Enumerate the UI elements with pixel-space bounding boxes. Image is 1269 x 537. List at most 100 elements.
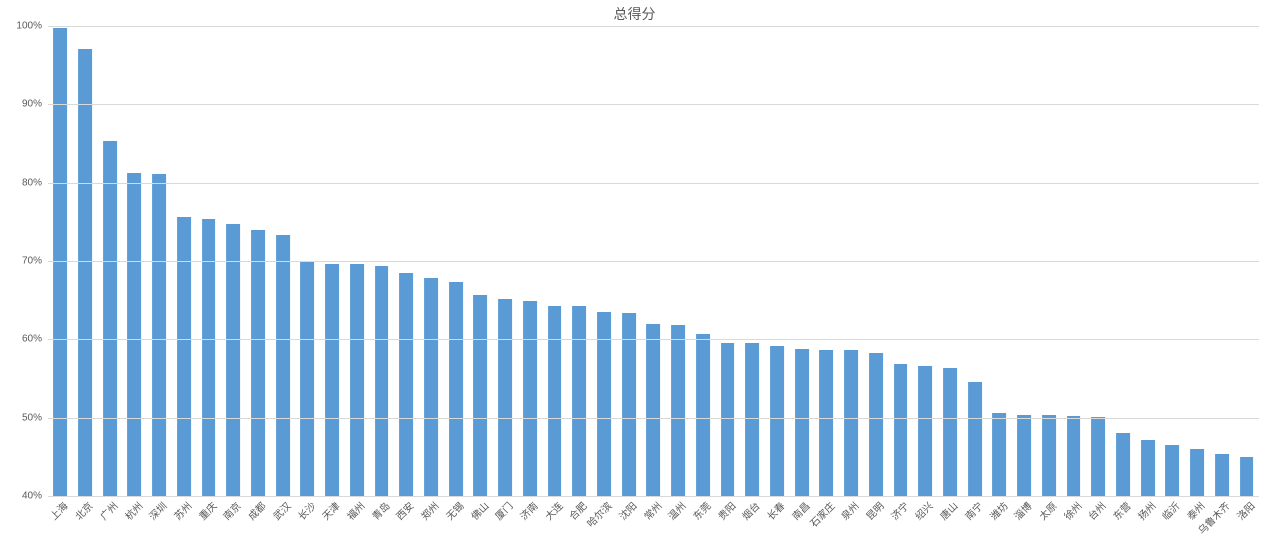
x-tick-label: 佛山 (466, 498, 491, 523)
bar (226, 224, 240, 496)
grid-line (48, 339, 1259, 340)
bar (474, 295, 488, 496)
x-tick-label: 南宁 (961, 498, 986, 523)
x-tick-label: 台州 (1084, 498, 1109, 523)
bar (1190, 449, 1204, 496)
grid-line (48, 104, 1259, 105)
bar (647, 324, 661, 496)
bar (128, 173, 142, 496)
bar (498, 299, 512, 496)
x-tick-label: 长春 (763, 498, 788, 523)
x-tick-label: 扬州 (1134, 498, 1159, 523)
x-tick-label: 常州 (639, 498, 664, 523)
bar-chart: 总得分 40%50%60%70%80%90%100% 上海北京广州杭州深圳苏州重… (0, 0, 1269, 532)
bar (350, 264, 364, 496)
x-tick-label: 沈阳 (615, 498, 640, 523)
chart-title: 总得分 (0, 4, 1269, 24)
x-tick-label: 唐山 (936, 498, 961, 523)
grid-line (48, 26, 1259, 27)
x-tick-label: 无锡 (442, 498, 467, 523)
x-tick-label: 昆明 (862, 498, 887, 523)
bar (251, 230, 265, 496)
x-tick-label: 长沙 (293, 498, 318, 523)
bar (795, 349, 809, 496)
x-tick-label: 哈尔滨 (583, 498, 615, 530)
x-tick-label: 石家庄 (805, 498, 837, 530)
x-tick-label: 潍坊 (985, 498, 1010, 523)
x-tick-label: 北京 (71, 498, 96, 523)
bar (177, 217, 191, 496)
bar (399, 273, 413, 496)
x-tick-label: 成都 (244, 498, 269, 523)
bar (375, 266, 389, 496)
bar (1141, 440, 1155, 496)
x-tick-label: 天津 (318, 498, 343, 523)
y-tick-label: 40% (22, 491, 42, 502)
y-tick-label: 90% (22, 99, 42, 110)
bar (844, 350, 858, 496)
x-tick-label: 西安 (392, 498, 417, 523)
bar (276, 235, 290, 496)
bar (869, 353, 883, 496)
x-tick-label: 太原 (1035, 498, 1060, 523)
x-tick-label: 南京 (219, 498, 244, 523)
bar (918, 366, 932, 496)
x-tick-label: 东莞 (689, 498, 714, 523)
x-tick-label: 厦门 (491, 498, 516, 523)
bar (671, 325, 685, 496)
x-tick-label: 济宁 (886, 498, 911, 523)
plot-area: 40%50%60%70%80%90%100% (48, 26, 1259, 496)
x-tick-label: 武汉 (269, 498, 294, 523)
bar (1017, 415, 1031, 496)
x-tick-label: 烟台 (738, 498, 763, 523)
bar (449, 282, 463, 496)
bar (1240, 457, 1254, 496)
x-tick-label: 苏州 (170, 498, 195, 523)
x-axis-labels: 上海北京广州杭州深圳苏州重庆南京成都武汉长沙天津福州青岛西安郑州无锡佛山厦门济南… (48, 496, 1259, 532)
bar (1166, 445, 1180, 496)
bar (696, 334, 710, 496)
x-tick-label: 大连 (540, 498, 565, 523)
bar (770, 346, 784, 496)
x-tick-label: 徐州 (1059, 498, 1084, 523)
x-tick-label: 深圳 (145, 498, 170, 523)
x-tick-label: 重庆 (194, 498, 219, 523)
bar (1215, 454, 1229, 496)
bar (301, 261, 315, 496)
bar (1091, 417, 1105, 496)
bar (820, 350, 834, 496)
bar (993, 413, 1007, 496)
x-tick-label: 临沂 (1158, 498, 1183, 523)
x-tick-label: 青岛 (367, 498, 392, 523)
bar (1042, 415, 1056, 496)
bar (745, 343, 759, 496)
x-tick-label: 泉州 (837, 498, 862, 523)
x-tick-label: 广州 (96, 498, 121, 523)
bar (1067, 416, 1081, 496)
bar (1116, 433, 1130, 496)
grid-line (48, 183, 1259, 184)
bar (572, 306, 586, 496)
bar (548, 306, 562, 496)
bar (325, 264, 339, 496)
y-tick-label: 50% (22, 412, 42, 423)
x-tick-label: 绍兴 (911, 498, 936, 523)
bar (103, 141, 117, 496)
x-tick-label: 上海 (46, 498, 71, 523)
x-tick-label: 淄博 (1010, 498, 1035, 523)
x-tick-label: 郑州 (417, 498, 442, 523)
x-tick-label: 温州 (664, 498, 689, 523)
x-tick-label: 贵阳 (713, 498, 738, 523)
bar (78, 49, 92, 496)
x-tick-label: 洛阳 (1232, 498, 1257, 523)
bar (968, 382, 982, 496)
y-tick-label: 70% (22, 256, 42, 267)
x-tick-label: 济南 (516, 498, 541, 523)
y-tick-label: 80% (22, 177, 42, 188)
bar (721, 343, 735, 496)
y-tick-label: 100% (16, 21, 42, 32)
bar (53, 28, 67, 496)
bar (424, 278, 438, 496)
x-tick-label: 杭州 (120, 498, 145, 523)
grid-line (48, 418, 1259, 419)
